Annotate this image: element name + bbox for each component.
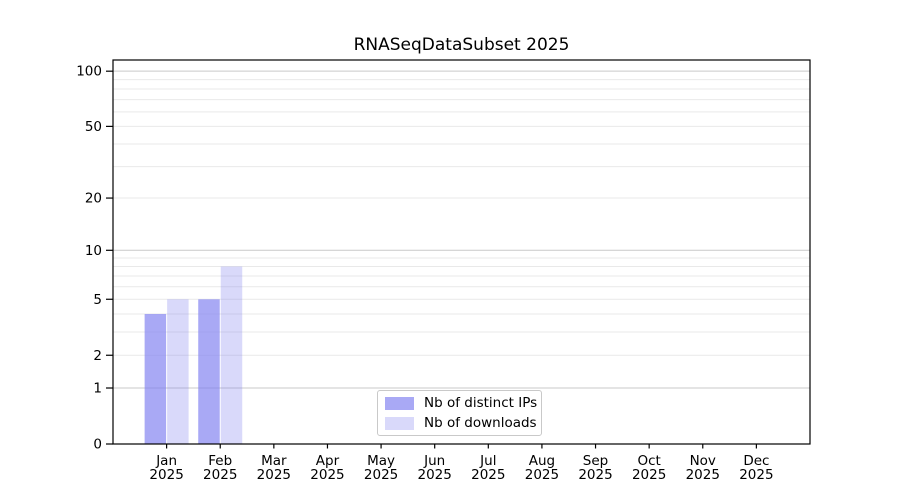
y-tick-label-50: 50 [85,119,102,135]
legend: Nb of distinct IPs Nb of downloads [377,390,542,436]
y-tick-label-20: 20 [85,191,102,207]
x-tick-label-month-aug: Aug [529,453,555,469]
x-tick-label-month-dec: Dec [743,453,769,469]
x-tick-label-month-jul: Jul [479,453,496,469]
x-tick-label-month-nov: Nov [690,453,716,469]
x-tick-label-year-jan: 2025 [149,467,183,483]
x-tick-label-year-mar: 2025 [257,467,291,483]
x-tick-label-year-jul: 2025 [471,467,505,483]
legend-label-distinct-ips: Nb of distinct IPs [424,395,538,411]
x-tick-label-year-dec: 2025 [739,467,773,483]
x-tick-label-year-aug: 2025 [525,467,559,483]
x-tick-label-year-nov: 2025 [686,467,720,483]
x-tick-label-month-mar: Mar [261,453,287,469]
legend-swatch-distinct-ips [385,396,414,410]
legend-item-distinct-ips: Nb of distinct IPs [385,395,537,411]
plot-border [112,59,811,445]
x-tick-label-month-sep: Sep [583,453,608,469]
x-tick-label-year-apr: 2025 [310,467,344,483]
x-tick-label-year-oct: 2025 [632,467,666,483]
x-tick-label-month-jan: Jan [155,453,177,469]
bar-jan-nb-of-downloads [167,299,189,444]
legend-swatch-downloads [385,416,414,430]
y-tick-label-5: 5 [93,292,102,308]
x-tick-label-year-sep: 2025 [578,467,612,483]
x-tick-label-year-jun: 2025 [418,467,452,483]
x-tick-label-month-jun: Jun [423,453,445,469]
legend-item-downloads: Nb of downloads [385,415,537,431]
legend-label-downloads: Nb of downloads [424,415,537,431]
y-tick-label-0: 0 [93,437,102,453]
y-tick-label-1: 1 [93,381,102,397]
x-tick-label-year-may: 2025 [364,467,398,483]
bar-feb-nb-of-downloads [220,266,243,444]
x-tick-label-year-feb: 2025 [203,467,237,483]
x-tick-label-month-may: May [367,453,395,469]
y-tick-label-100: 100 [76,64,102,80]
y-tick-label-10: 10 [85,243,102,259]
x-tick-label-month-apr: Apr [316,453,340,469]
x-tick-label-month-feb: Feb [208,453,232,469]
chart-title: RNASeqDataSubset 2025 [353,35,570,55]
y-tick-label-2: 2 [93,348,102,364]
bar-feb-nb-of-distinct-ips [198,299,220,444]
x-tick-label-month-oct: Oct [637,453,660,469]
bar-jan-nb-of-distinct-ips [144,313,167,444]
